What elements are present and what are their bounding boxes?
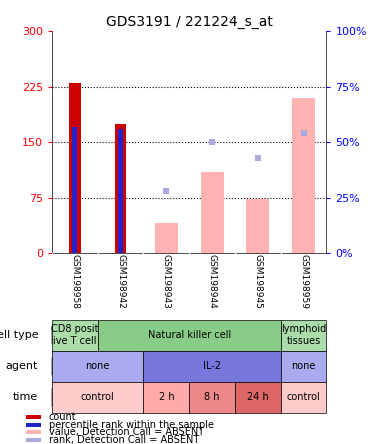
Bar: [52, 351, 144, 382]
Text: Natural killer cell: Natural killer cell: [148, 330, 231, 340]
Text: percentile rank within the sample: percentile rank within the sample: [49, 420, 213, 430]
Text: value, Detection Call = ABSENT: value, Detection Call = ABSENT: [49, 427, 204, 437]
Text: IL-2: IL-2: [203, 361, 221, 371]
Bar: [144, 382, 189, 413]
Text: CD8 posit
ive T cell: CD8 posit ive T cell: [51, 325, 99, 346]
Text: rank, Detection Call = ABSENT: rank, Detection Call = ABSENT: [49, 435, 199, 444]
Text: 2 h: 2 h: [158, 392, 174, 402]
Bar: [201, 172, 223, 253]
Bar: [52, 320, 98, 351]
Text: control: control: [287, 392, 321, 402]
Text: count: count: [49, 412, 76, 422]
Bar: [26, 423, 42, 427]
Bar: [246, 199, 269, 253]
Bar: [72, 127, 78, 253]
Bar: [69, 83, 81, 253]
Bar: [52, 382, 144, 413]
Text: GSM198943: GSM198943: [162, 254, 171, 309]
Text: GSM198959: GSM198959: [299, 254, 308, 309]
FancyArrow shape: [52, 388, 62, 407]
Text: lymphoid
tissues: lymphoid tissues: [281, 325, 326, 346]
Bar: [115, 123, 126, 253]
Text: control: control: [81, 392, 115, 402]
FancyArrow shape: [52, 326, 62, 345]
Text: GSM198958: GSM198958: [70, 254, 79, 309]
Bar: [235, 382, 281, 413]
Bar: [26, 430, 42, 434]
Bar: [26, 438, 42, 442]
Bar: [144, 351, 281, 382]
Bar: [26, 415, 42, 419]
Title: GDS3191 / 221224_s_at: GDS3191 / 221224_s_at: [106, 15, 273, 29]
Text: time: time: [13, 392, 38, 402]
Bar: [281, 382, 326, 413]
Bar: [155, 223, 178, 253]
Text: 24 h: 24 h: [247, 392, 269, 402]
Text: agent: agent: [6, 361, 38, 371]
Text: GSM198945: GSM198945: [253, 254, 262, 309]
Text: GSM198944: GSM198944: [208, 254, 217, 309]
Bar: [281, 351, 326, 382]
FancyArrow shape: [52, 357, 62, 376]
Bar: [98, 320, 281, 351]
Bar: [118, 129, 123, 253]
Bar: [292, 98, 315, 253]
Text: cell type: cell type: [0, 330, 38, 340]
Bar: [281, 320, 326, 351]
Text: 8 h: 8 h: [204, 392, 220, 402]
Bar: [189, 382, 235, 413]
Text: none: none: [85, 361, 110, 371]
Text: GSM198942: GSM198942: [116, 254, 125, 309]
Text: none: none: [291, 361, 316, 371]
